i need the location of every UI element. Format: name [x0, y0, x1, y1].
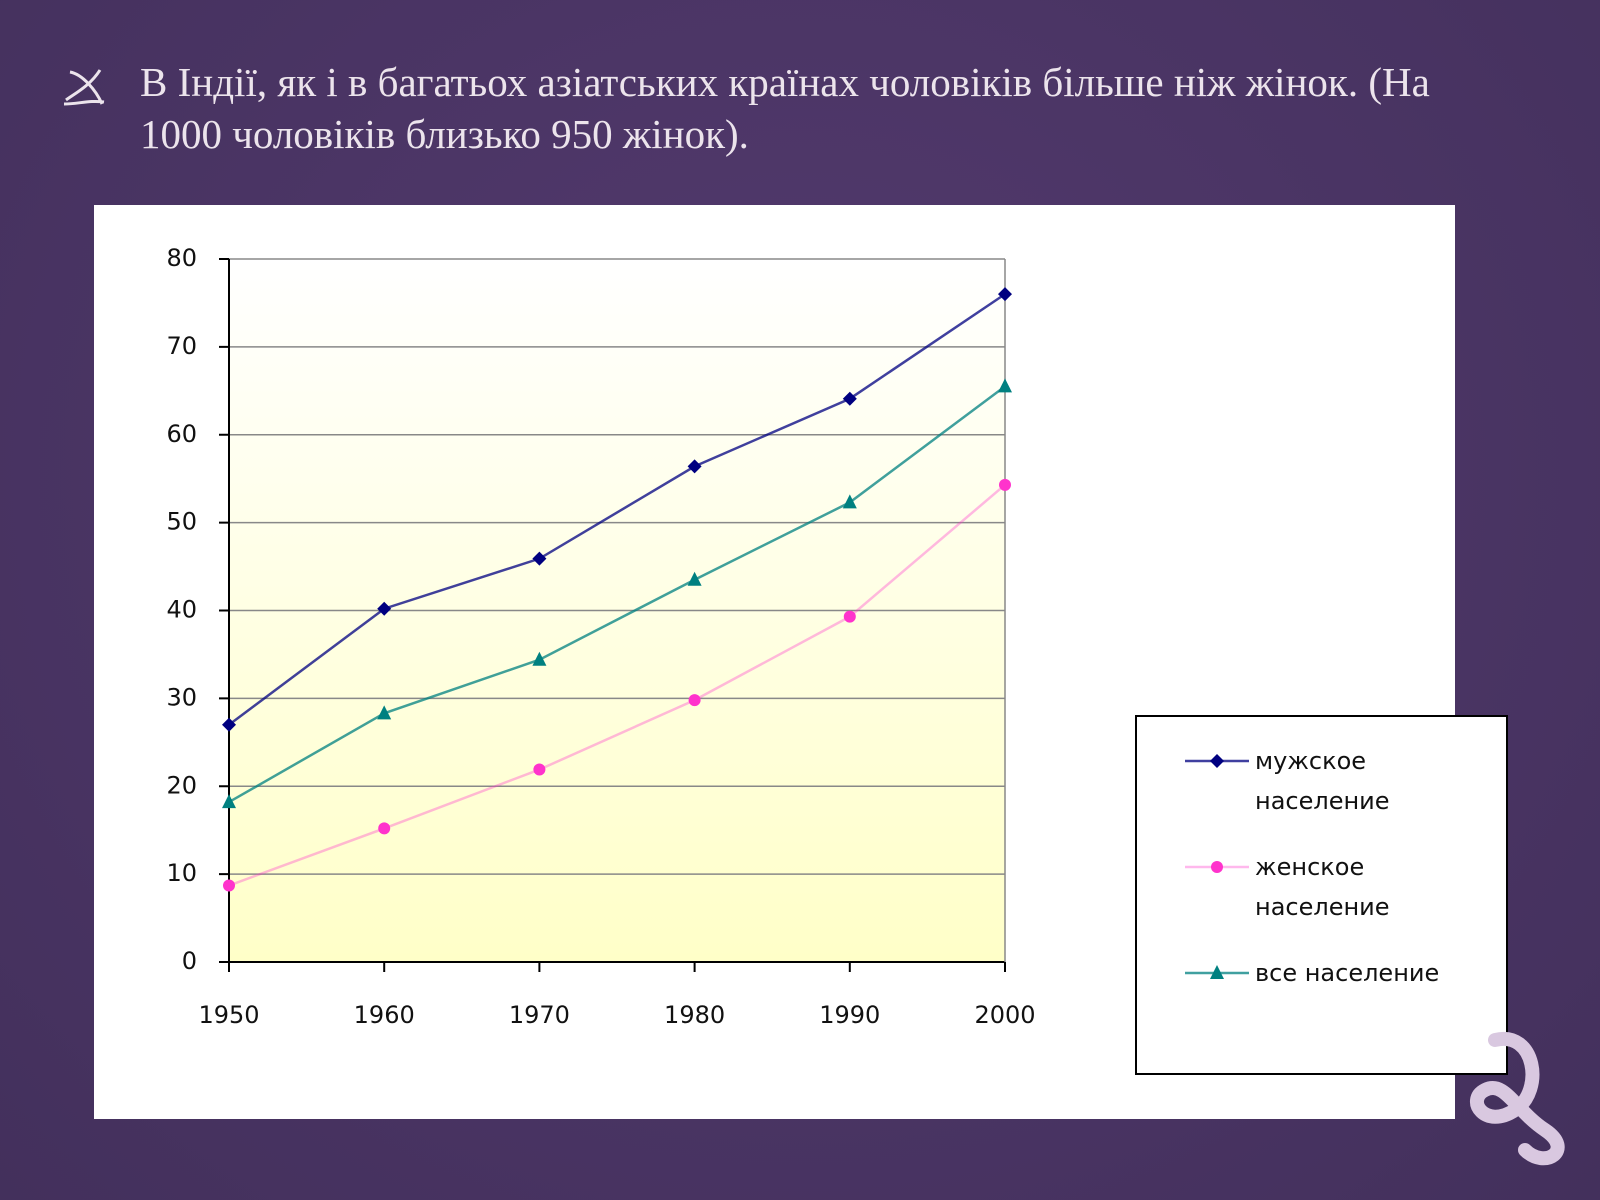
legend-entry: все население: [1137, 953, 1506, 993]
y-tick-label: 80: [166, 244, 197, 272]
legend-label: мужское население: [1255, 747, 1390, 815]
marker: [1211, 861, 1223, 873]
y-tick-label: 70: [166, 332, 197, 360]
x-tick-label: 1960: [354, 1001, 415, 1029]
marker: [998, 287, 1012, 302]
legend-entry: женское население: [1137, 847, 1506, 927]
marker: [378, 822, 391, 835]
series-line: [228, 293, 1006, 726]
y-tick-label: 50: [166, 508, 197, 536]
series-line: [228, 385, 1006, 804]
marker: [532, 651, 547, 666]
legend-entry: мужское население: [1137, 741, 1506, 821]
x-tick-label: 2000: [974, 1001, 1035, 1029]
x-tick-label: 1990: [819, 1001, 880, 1029]
legend-label: женское население: [1255, 853, 1390, 921]
bullet-text: В Індії, як і в багатьох азіатських краї…: [140, 59, 1430, 157]
y-tick-label: 10: [166, 859, 197, 887]
marker: [843, 610, 856, 623]
y-tick-label: 40: [166, 596, 197, 624]
marker: [1210, 965, 1224, 979]
marker: [842, 494, 857, 509]
chart-card: 0 10 20 30 40 50 60 70 80 1950 1960 1970 1980 1990 200…: [94, 205, 1508, 1119]
y-tick-label: 30: [166, 683, 197, 711]
marker: [222, 794, 236, 809]
bullet-icon: [63, 69, 105, 106]
y-tick-label: 60: [166, 420, 197, 448]
marker: [687, 459, 702, 474]
marker: [998, 378, 1012, 393]
marker: [377, 705, 392, 720]
marker: [1210, 754, 1224, 768]
legend-icon: [1185, 861, 1249, 873]
y-tick-label: 20: [166, 771, 197, 799]
x-tick-label: 1980: [664, 1001, 725, 1029]
marker: [222, 717, 236, 732]
marker: [999, 478, 1011, 491]
marker: [532, 551, 547, 566]
legend: мужское население женское население все на…: [1135, 715, 1508, 1075]
legend-icon: [1185, 754, 1249, 768]
legend-icon: [1185, 965, 1249, 979]
legend-label: все население: [1255, 959, 1440, 987]
marker: [687, 571, 702, 586]
y-tick-label: 0: [182, 947, 197, 975]
x-tick-label: 1950: [198, 1001, 259, 1029]
marker: [377, 601, 392, 616]
series-line: [228, 483, 1006, 887]
chart: 0 10 20 30 40 50 60 70 80 1950 1960 1970 1980 1990 200…: [166, 244, 1035, 1029]
marker: [533, 763, 546, 776]
marker: [688, 694, 701, 707]
ornament: [1470, 1031, 1565, 1166]
x-tick-label: 1970: [509, 1001, 570, 1029]
marker: [842, 391, 857, 406]
marker: [223, 879, 235, 892]
